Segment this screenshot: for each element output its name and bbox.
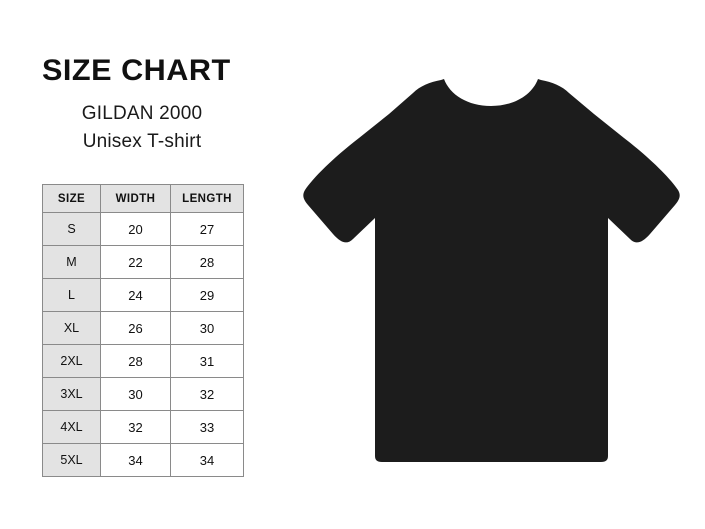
cell-length: 27 bbox=[170, 212, 244, 246]
cell-size: 3XL bbox=[42, 377, 101, 411]
table-row: 5XL 34 34 bbox=[42, 443, 244, 477]
cell-size: 4XL bbox=[42, 410, 101, 444]
table-body: S 20 27 M 22 28 L 24 29 XL 26 30 2XL 28 31 3XL 30 32 4XL 32… bbox=[42, 212, 244, 477]
cell-size: M bbox=[42, 245, 101, 279]
table-row: M 22 28 bbox=[42, 245, 244, 279]
table-row: 4XL 32 33 bbox=[42, 410, 244, 444]
cell-width: 24 bbox=[100, 278, 171, 312]
cell-length: 28 bbox=[170, 245, 244, 279]
cell-length: 33 bbox=[170, 410, 244, 444]
garment-diagram: WIDTH LENGTH bbox=[278, 0, 705, 529]
cell-width: 34 bbox=[100, 443, 171, 477]
cell-size: 5XL bbox=[42, 443, 101, 477]
cell-size: S bbox=[42, 212, 101, 246]
width-cap-left-icon bbox=[640, 285, 642, 305]
subtitle-block: GILDAN 2000 Unisex T-shirt bbox=[42, 100, 242, 155]
cell-width: 20 bbox=[100, 212, 171, 246]
table-header-row: SIZE WIDTH LENGTH bbox=[42, 184, 244, 213]
cell-length: 32 bbox=[170, 377, 244, 411]
table-row: 2XL 28 31 bbox=[42, 344, 244, 378]
cell-width: 32 bbox=[100, 410, 171, 444]
column-header-length: LENGTH bbox=[170, 184, 244, 213]
cell-size: XL bbox=[42, 311, 101, 345]
product-code: GILDAN 2000 bbox=[81, 103, 203, 124]
cell-length: 30 bbox=[170, 311, 244, 345]
table-row: XL 26 30 bbox=[42, 311, 244, 345]
cell-width: 26 bbox=[100, 311, 171, 345]
table-row: L 24 29 bbox=[42, 278, 244, 312]
table-row: S 20 27 bbox=[42, 212, 244, 246]
product-type: Unisex T-shirt bbox=[82, 130, 202, 152]
table-row: 3XL 30 32 bbox=[42, 377, 244, 411]
column-header-width: WIDTH bbox=[100, 184, 171, 213]
table-header: SIZE WIDTH LENGTH bbox=[42, 184, 244, 213]
page-title: SIZE CHART bbox=[42, 54, 231, 87]
tshirt-silhouette-icon bbox=[303, 79, 680, 462]
cell-size: L bbox=[42, 278, 101, 312]
width-measurement-line bbox=[641, 294, 705, 296]
cell-width: 22 bbox=[100, 245, 171, 279]
cell-size: 2XL bbox=[42, 344, 101, 378]
cell-length: 34 bbox=[170, 443, 244, 477]
column-header-size: SIZE bbox=[42, 184, 101, 213]
cell-width: 30 bbox=[100, 377, 171, 411]
cell-width: 28 bbox=[100, 344, 171, 378]
info-panel: SIZE CHART GILDAN 2000 Unisex T-shirt SI… bbox=[0, 0, 290, 529]
cell-length: 31 bbox=[170, 344, 244, 378]
size-table: SIZE WIDTH LENGTH S 20 27 M 22 28 L 24 29 XL 26 30 2… bbox=[42, 184, 244, 477]
width-measurement-label: WIDTH bbox=[650, 272, 703, 288]
cell-length: 29 bbox=[170, 278, 244, 312]
